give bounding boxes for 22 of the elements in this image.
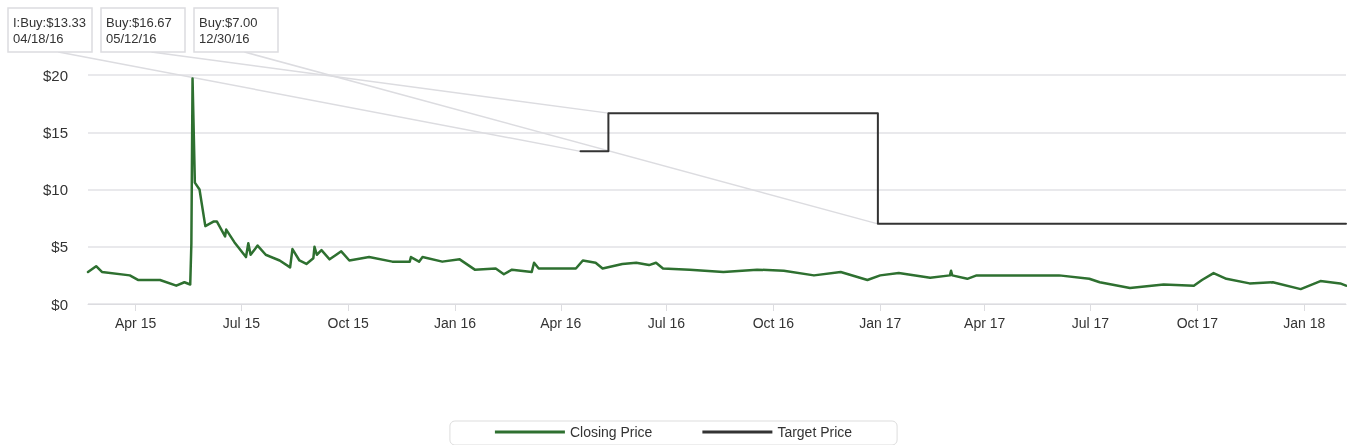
annotation: Buy:$7.00 12/30/16 — [199, 14, 258, 46]
x-tick-label: Jan 16 — [434, 315, 477, 331]
x-tick-label: Jul 15 — [222, 315, 261, 331]
x-tick-label: Apr 16 — [540, 315, 582, 331]
annotation: Buy:$16.67 05/12/16 — [106, 14, 172, 46]
annotation: I:Buy:$13.33 04/18/16 — [13, 14, 86, 46]
x-tick-label: Jul 16 — [647, 315, 686, 331]
x-tick-label: Oct 16 — [752, 315, 795, 331]
x-tick-label: Jan 17 — [859, 315, 902, 331]
x-tick-label: Apr 17 — [964, 315, 1006, 331]
y-tick-label: $20 — [42, 66, 68, 84]
x-tick-label: Jan 18 — [1283, 315, 1326, 331]
x-tick-label: Jul 17 — [1071, 315, 1110, 331]
y-tick-label: $0 — [51, 295, 68, 313]
legend-label: Target Price — [777, 424, 853, 440]
legend-label: Closing Price — [569, 424, 653, 440]
y-tick-label: $10 — [42, 181, 68, 198]
y-tick-label: $15 — [42, 123, 68, 141]
x-tick-label: Apr 15 — [115, 315, 157, 331]
x-tick-label: Oct 17 — [1176, 315, 1219, 331]
x-tick-label: Oct 15 — [327, 315, 370, 331]
y-tick-label: $5 — [51, 238, 68, 256]
